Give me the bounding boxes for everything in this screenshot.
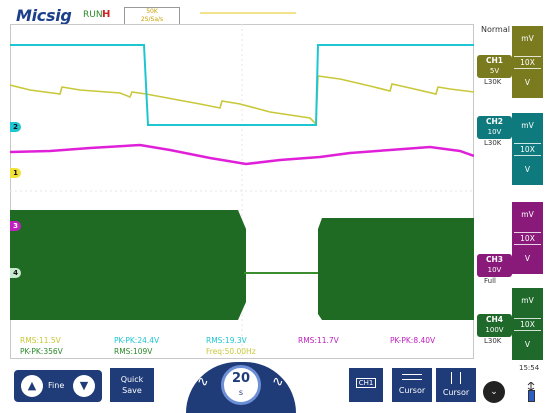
ch3-marker[interactable]: 3 <box>10 221 21 231</box>
ch1-unit-top: mV <box>521 34 534 43</box>
quick-save-button[interactable]: Quick Save <box>110 368 154 402</box>
timebase-info-box[interactable]: 50K 2S/Sa/s <box>124 7 180 25</box>
cursor-horizontal-button[interactable]: Cursor <box>392 368 432 402</box>
measure-ch1-rms: RMS:11.5V <box>20 336 61 345</box>
ch4-burst-decay <box>238 210 246 320</box>
timebase-unit: s <box>238 388 244 397</box>
chevron-down-button[interactable]: ▼ <box>73 375 95 397</box>
timebase-value: 20 <box>231 371 251 386</box>
measure-ch2-rms: RMS:19.3V <box>206 336 247 345</box>
sample-depth-text: 50K <box>146 8 158 15</box>
menu-expand-button[interactable]: ⌄ <box>483 381 505 403</box>
fine-label: Fine <box>48 381 65 390</box>
ch4-burst-right <box>322 218 474 320</box>
usb-icon <box>526 377 536 391</box>
ch2-unit-top: mV <box>521 121 534 130</box>
ch4-marker[interactable]: 4 <box>10 268 21 278</box>
ch4-name: CH4 <box>486 315 503 324</box>
chevron-up-button[interactable]: ▲ <box>21 375 43 397</box>
wave-right-icon[interactable]: ∿ <box>272 374 284 390</box>
ch1-label[interactable]: CH1 5V <box>477 55 512 78</box>
measure-ch3-pkpk: PK-PK:8.40V <box>390 336 436 345</box>
waveform-svg <box>10 24 474 359</box>
ch4-scale: 100V <box>485 326 504 334</box>
chevron-down-icon: ▼ <box>79 379 89 392</box>
ch3-scale: 10V <box>487 266 502 274</box>
sample-rate-text: 2S/Sa/s <box>140 16 164 23</box>
ch4-probe[interactable]: 10X <box>514 318 541 331</box>
measure-frequency: Freq:50.00Hz <box>206 347 256 356</box>
ch2-probe[interactable]: 10X <box>514 143 541 156</box>
cursor-vertical-label: Cursor <box>442 388 470 397</box>
clock-readout: 15:54 <box>519 364 540 372</box>
cursor-vertical-button[interactable]: Cursor <box>436 368 476 402</box>
ch4-label[interactable]: CH4 100V <box>477 314 512 337</box>
ch2-marker[interactable]: 2 <box>10 122 21 132</box>
ch4-unit-top: mV <box>521 296 534 305</box>
measure-ch4-rms: RMS:109V <box>114 347 153 356</box>
acquire-mode-label[interactable]: Normal <box>481 25 510 34</box>
run-state-indicator[interactable]: RUN <box>83 10 103 20</box>
ch1-waveform <box>10 75 474 126</box>
ch3-coupling: Full <box>484 277 496 285</box>
battery-icon <box>528 390 535 402</box>
ch3-name: CH3 <box>486 255 503 264</box>
quick-save-line1: Quick <box>120 375 144 384</box>
cursor-horizontal-label: Cursor <box>398 386 426 395</box>
ch2-waveform <box>10 44 474 126</box>
ch3-scale-panel[interactable]: mV 10X V <box>512 202 543 274</box>
ch4-coupling: L30K <box>484 337 502 345</box>
ch4-burst-left <box>10 210 238 320</box>
measure-ch2-pkpk: PK-PK:24.4V <box>114 336 160 345</box>
brand-logo: Micsig <box>16 6 72 25</box>
cursor-vertical-icon <box>451 372 461 384</box>
measure-ch4-pkpk: PK-PK:356V <box>20 347 63 356</box>
ch2-scale-panel[interactable]: mV 10X V <box>512 113 543 185</box>
ch2-label[interactable]: CH2 10V <box>477 116 512 139</box>
ch1-scale: 5V <box>489 67 500 75</box>
ch1-marker[interactable]: 1 <box>10 168 21 178</box>
ch-select-label: CH1 <box>355 378 377 388</box>
wave-left-icon[interactable]: ∿ <box>197 374 209 390</box>
ch4-unit-bottom: V <box>524 340 531 349</box>
ch2-coupling: L30K <box>484 139 502 147</box>
ch3-unit-top: mV <box>521 210 534 219</box>
ch1-coupling: L30K <box>484 78 502 86</box>
measure-ch3-rms: RMS:11.7V <box>298 336 339 345</box>
ch3-label[interactable]: CH3 10V <box>477 254 512 277</box>
channel-select-button[interactable]: CH1 <box>349 368 383 402</box>
ch2-unit-bottom: V <box>524 165 531 174</box>
ch4-scale-panel[interactable]: mV 10X V <box>512 288 543 360</box>
timebase-knob[interactable]: 20 s <box>221 365 261 405</box>
ch3-waveform <box>10 143 474 166</box>
ch2-name: CH2 <box>486 117 503 126</box>
chevron-up-icon: ▲ <box>27 379 37 392</box>
ch2-scale: 10V <box>487 128 502 136</box>
ch4-waveform <box>10 210 474 320</box>
waveform-display[interactable]: 2 1 3 4 RMS:11.5V PK-PK:24.4V RMS:19.3V … <box>10 24 474 359</box>
ch1-name: CH1 <box>486 56 503 65</box>
trigger-position-bar[interactable] <box>200 12 296 14</box>
ch1-unit-bottom: V <box>524 78 531 87</box>
cursor-horizontal-icon <box>402 374 422 380</box>
trigger-mode-letter: H <box>102 9 111 20</box>
ch1-probe[interactable]: 10X <box>514 56 541 69</box>
quick-save-line2: Save <box>122 386 142 395</box>
ch1-scale-panel[interactable]: mV 10X V <box>512 26 543 98</box>
ch3-unit-bottom: V <box>524 254 531 263</box>
chevron-down-icon: ⌄ <box>490 387 498 397</box>
ch3-probe[interactable]: 10X <box>514 232 541 245</box>
ch4-burst-rise <box>318 218 322 320</box>
